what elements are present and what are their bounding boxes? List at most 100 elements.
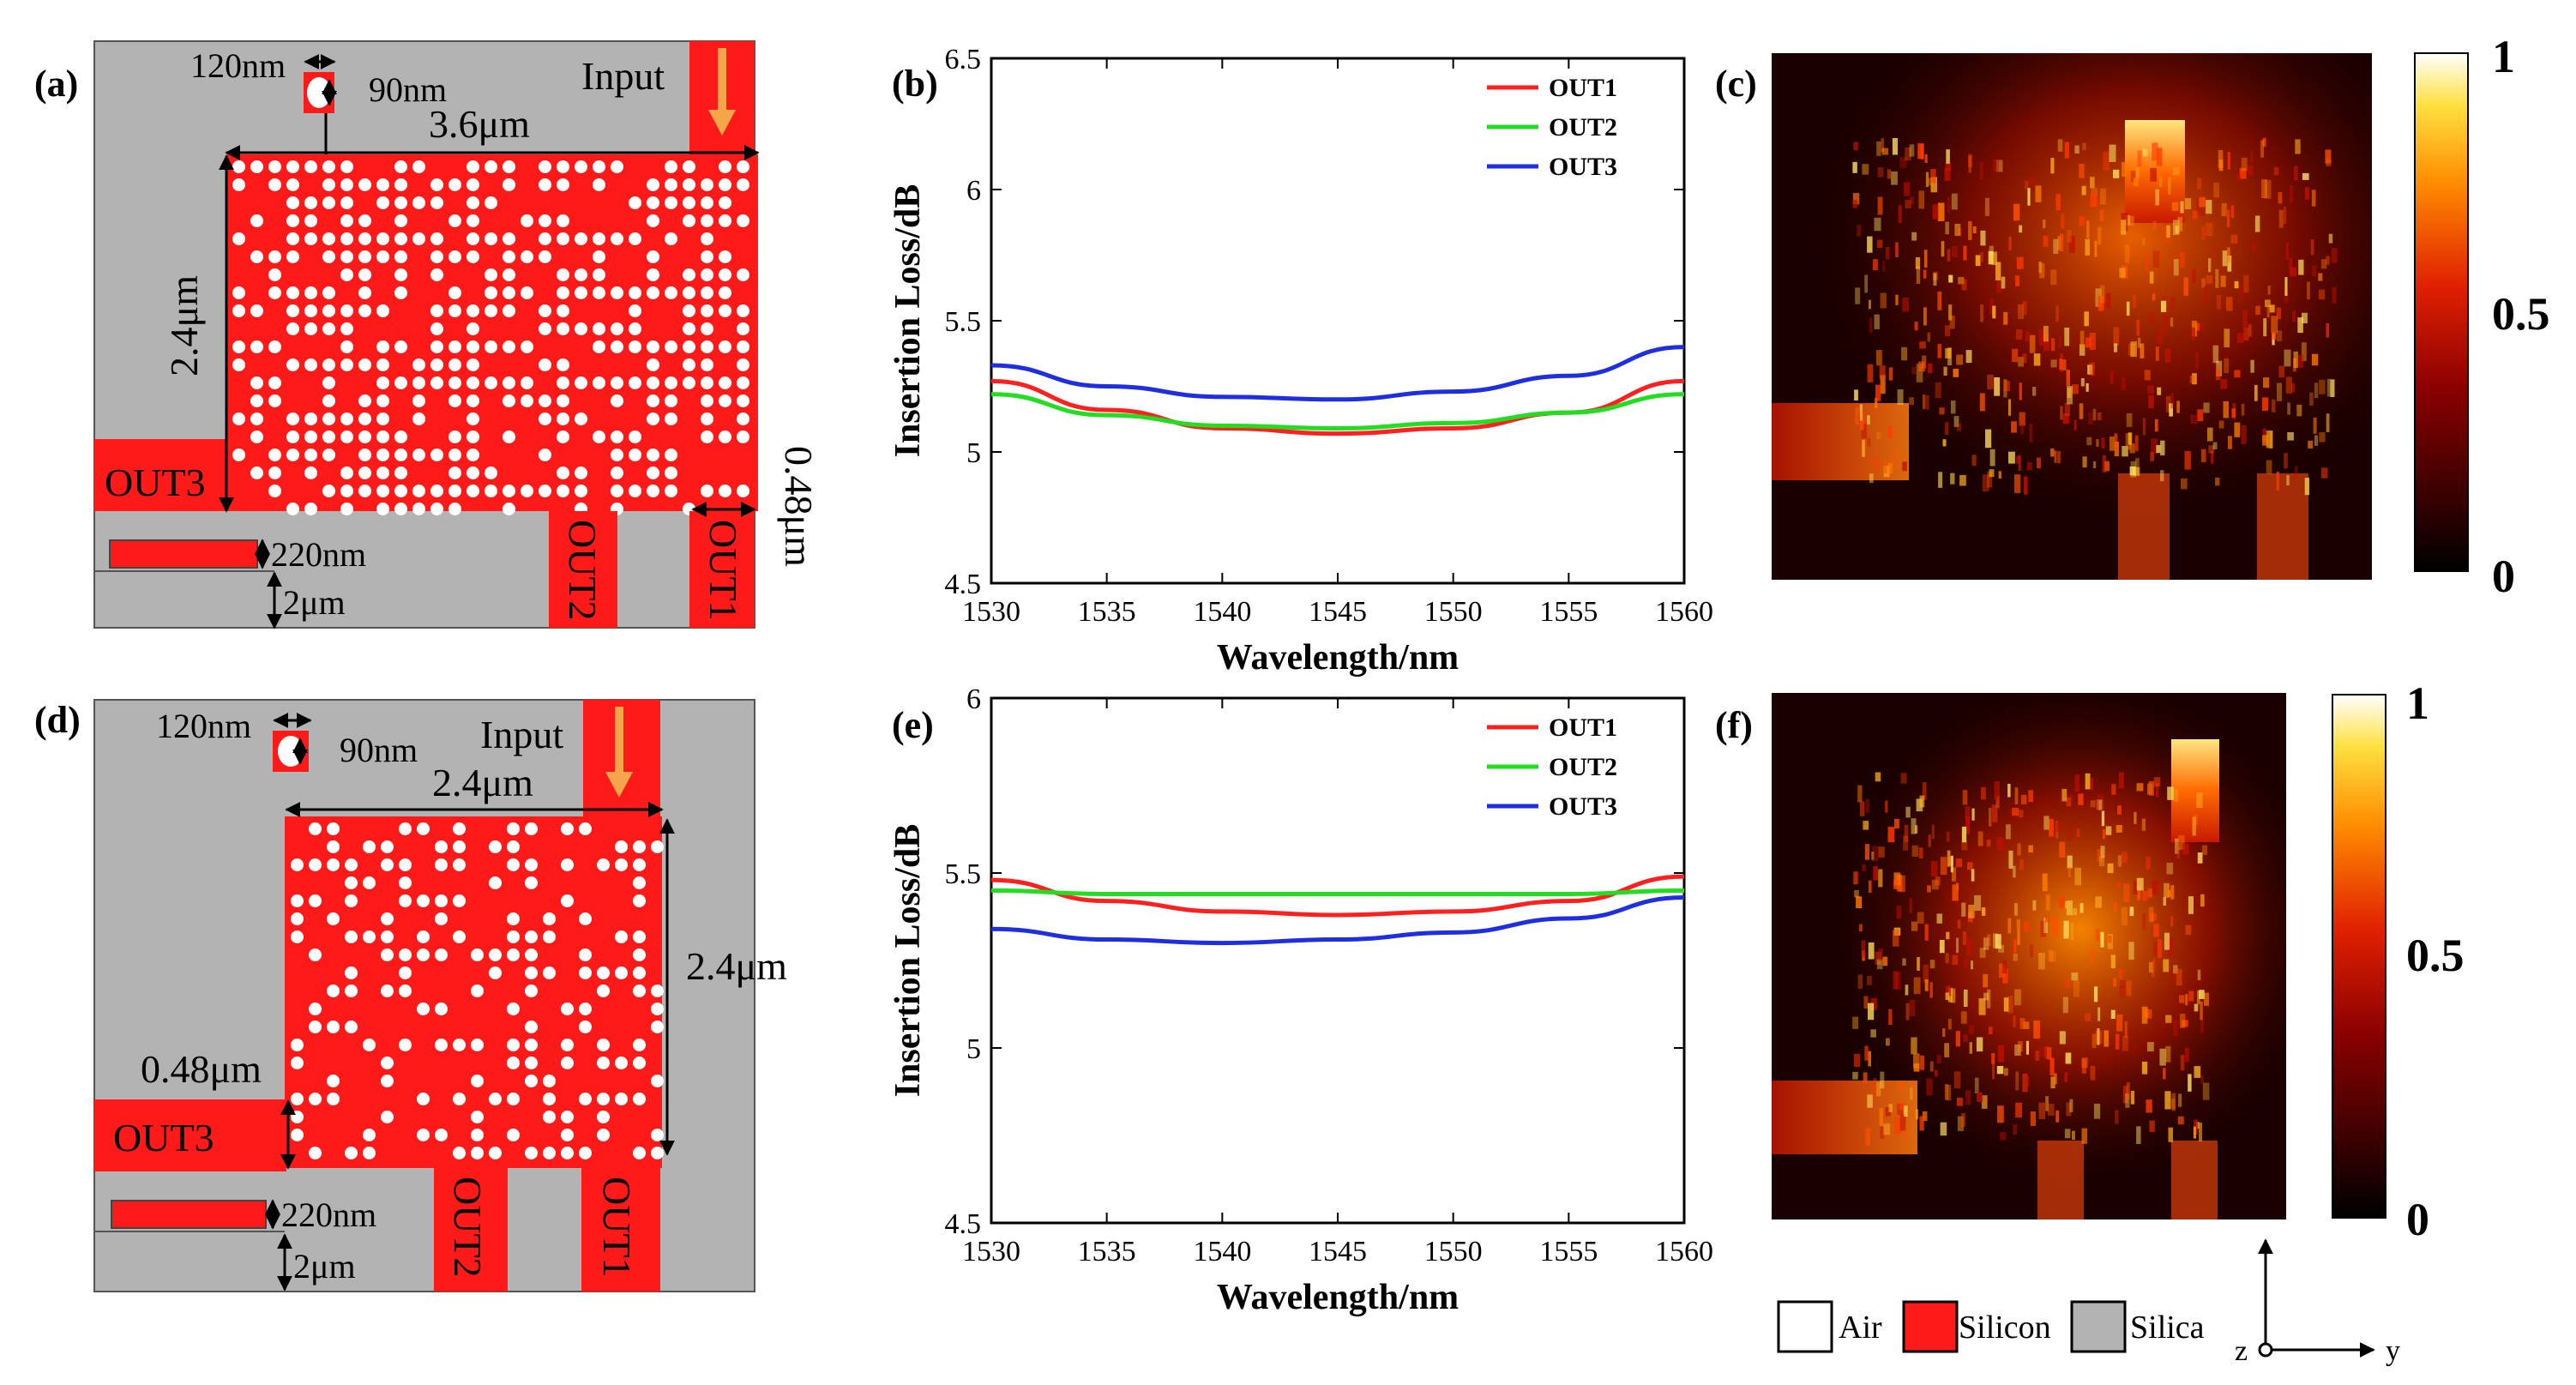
speckle: [2126, 980, 2132, 997]
air-hole: [485, 160, 497, 173]
legend-label: OUT2: [1549, 753, 1617, 781]
air-hole: [448, 250, 461, 263]
colorbar-mid: 0.5: [2406, 930, 2465, 981]
air-hole: [340, 214, 353, 227]
speckle: [2103, 151, 2110, 171]
speckle: [2266, 431, 2273, 449]
speckle: [2058, 335, 2062, 348]
speckle: [1902, 958, 1906, 966]
speckle: [2248, 324, 2252, 337]
speckle: [2319, 432, 2326, 443]
air-hole: [543, 1075, 556, 1087]
speckle: [1917, 957, 1920, 971]
air-hole: [286, 503, 299, 515]
speckle: [2163, 1068, 2166, 1080]
speckle: [2114, 343, 2117, 352]
speckle: [2278, 209, 2284, 228]
out3-label: OUT3: [113, 1116, 214, 1159]
speckle: [2114, 442, 2119, 456]
air-hole: [376, 485, 389, 497]
panel-a: (a) 120nm 90nm 3.6μm Input 2.4μm OUT3 OU…: [34, 40, 821, 629]
speckle: [1957, 423, 1961, 431]
air-hole: [503, 431, 515, 443]
air-hole: [232, 340, 245, 353]
air-hole: [575, 160, 587, 173]
air-hole: [358, 250, 371, 263]
speckle: [1885, 1107, 1891, 1117]
speckle: [2079, 216, 2085, 226]
air-hole: [525, 930, 538, 943]
speckle: [2171, 1093, 2176, 1111]
speckle: [1911, 845, 1918, 857]
speckle: [2057, 451, 2061, 464]
air-hole: [363, 930, 376, 943]
speckle: [2129, 906, 2134, 917]
speckle: [2061, 788, 2067, 802]
air-hole: [557, 178, 569, 191]
speckle: [2095, 929, 2100, 941]
air-hole: [430, 196, 443, 209]
air-hole: [651, 840, 664, 853]
input-label: Input: [480, 713, 563, 756]
speckle: [2142, 148, 2148, 157]
air-hole: [453, 1147, 466, 1159]
speckle: [1877, 167, 1884, 178]
air-hole: [394, 268, 407, 281]
speckle: [2287, 402, 2290, 415]
height-label: 2.4μm: [162, 275, 206, 376]
speckle: [2147, 888, 2153, 898]
air-hole: [507, 840, 520, 853]
speckle: [1971, 808, 1975, 821]
air-hole: [683, 214, 695, 227]
speckle: [2326, 256, 2330, 265]
speckle: [2185, 994, 2188, 1006]
out3-waveguide: [94, 1099, 286, 1171]
speckle: [1929, 960, 1935, 969]
speckle: [2151, 438, 2158, 455]
air-hole: [412, 394, 425, 407]
speckle: [2328, 233, 2333, 244]
speckle: [1905, 985, 1909, 996]
speckle: [2174, 788, 2179, 802]
speckle: [1879, 365, 1886, 379]
air-hole: [430, 304, 443, 317]
x-axis-label: Wavelength/nm: [1217, 1278, 1459, 1317]
speckle: [2164, 173, 2170, 184]
air-hole: [417, 822, 430, 835]
speckle: [1892, 449, 1896, 467]
air-hole: [525, 966, 538, 979]
air-hole: [286, 286, 299, 299]
speckle: [2170, 885, 2175, 900]
speckle: [1969, 1042, 1972, 1054]
air-hole: [507, 1003, 520, 1015]
air-hole: [521, 394, 533, 407]
speckle: [2250, 151, 2254, 164]
speckle: [1874, 457, 1881, 473]
speckle: [2038, 328, 2046, 346]
speckle: [2201, 845, 2207, 855]
speckle: [2013, 865, 2016, 878]
speckle: [1996, 837, 2003, 851]
air-hole: [633, 1057, 646, 1069]
speckle: [2247, 166, 2254, 176]
air-hole: [579, 948, 592, 961]
speckle: [2019, 412, 2025, 426]
speckle: [1950, 855, 1953, 873]
air-hole: [466, 178, 479, 191]
speckle: [2038, 1047, 2046, 1057]
speckle: [1852, 199, 1858, 208]
speckle: [2118, 772, 2124, 789]
air-hole: [539, 322, 551, 335]
air-hole: [471, 1039, 484, 1051]
speckle: [2200, 1020, 2204, 1033]
speckle: [2085, 382, 2089, 392]
air-hole: [394, 503, 407, 515]
speckle: [2331, 248, 2338, 263]
speckle: [2094, 241, 2098, 257]
speckle: [1950, 473, 1955, 485]
speckle: [1989, 808, 1992, 827]
speckle: [1968, 155, 1971, 173]
speckle: [2168, 937, 2173, 956]
speckle: [2269, 304, 2275, 313]
air-hole: [399, 858, 412, 871]
